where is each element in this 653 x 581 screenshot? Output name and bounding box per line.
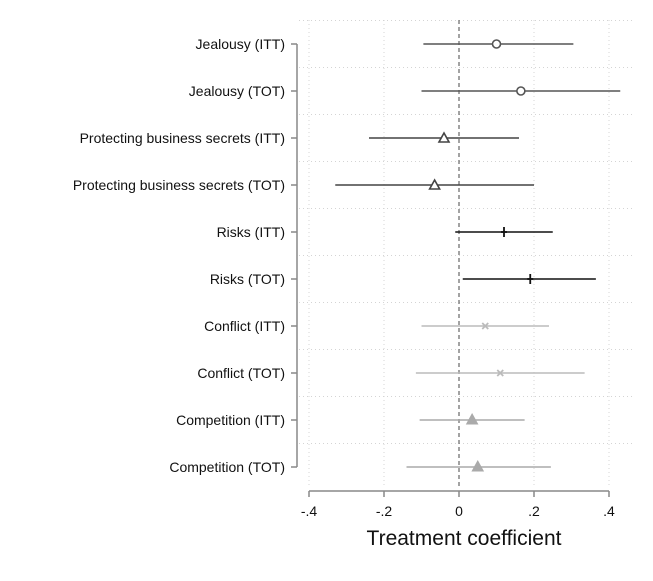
row-label: Protecting business secrets (ITT) [80, 130, 285, 146]
row-label: Risks (ITT) [217, 224, 285, 240]
point-estimate-circle [491, 39, 502, 49]
point-estimate-x [496, 369, 504, 377]
row-label: Conflict (ITT) [204, 318, 285, 334]
x-tick-label: 0 [455, 503, 463, 519]
point-estimate-plus [501, 227, 507, 237]
point-estimate-x [481, 322, 489, 330]
marks [335, 39, 621, 472]
row-label: Competition (ITT) [176, 412, 285, 428]
point-estimate-triangle [437, 131, 451, 143]
row-label: Jealousy (TOT) [189, 83, 285, 99]
point-estimate-triangle [465, 412, 479, 425]
x-tick-label: .2 [528, 503, 540, 519]
point-estimate-triangle [428, 178, 441, 190]
labels: -.4 -.2 0 .2 .4 Jealousy (ITT) Jealousy (TOT) P… [73, 36, 615, 519]
point-estimate-triangle [471, 459, 485, 472]
point-estimate-circle [516, 86, 526, 96]
row-label: Conflict (TOT) [197, 365, 285, 381]
x-axis-title: Treatment coefficient [367, 527, 562, 550]
row-label: Risks (TOT) [210, 271, 285, 287]
row-label: Jealousy (ITT) [196, 36, 285, 52]
gridlines [299, 20, 632, 488]
axes [291, 43, 610, 497]
row-label: Protecting business secrets (TOT) [73, 177, 285, 193]
x-tick-label: -.2 [376, 503, 393, 519]
point-estimate-plus [527, 274, 534, 284]
x-tick-label: -.4 [301, 503, 318, 519]
row-label: Competition (TOT) [169, 459, 285, 475]
x-tick-label: .4 [603, 503, 615, 519]
